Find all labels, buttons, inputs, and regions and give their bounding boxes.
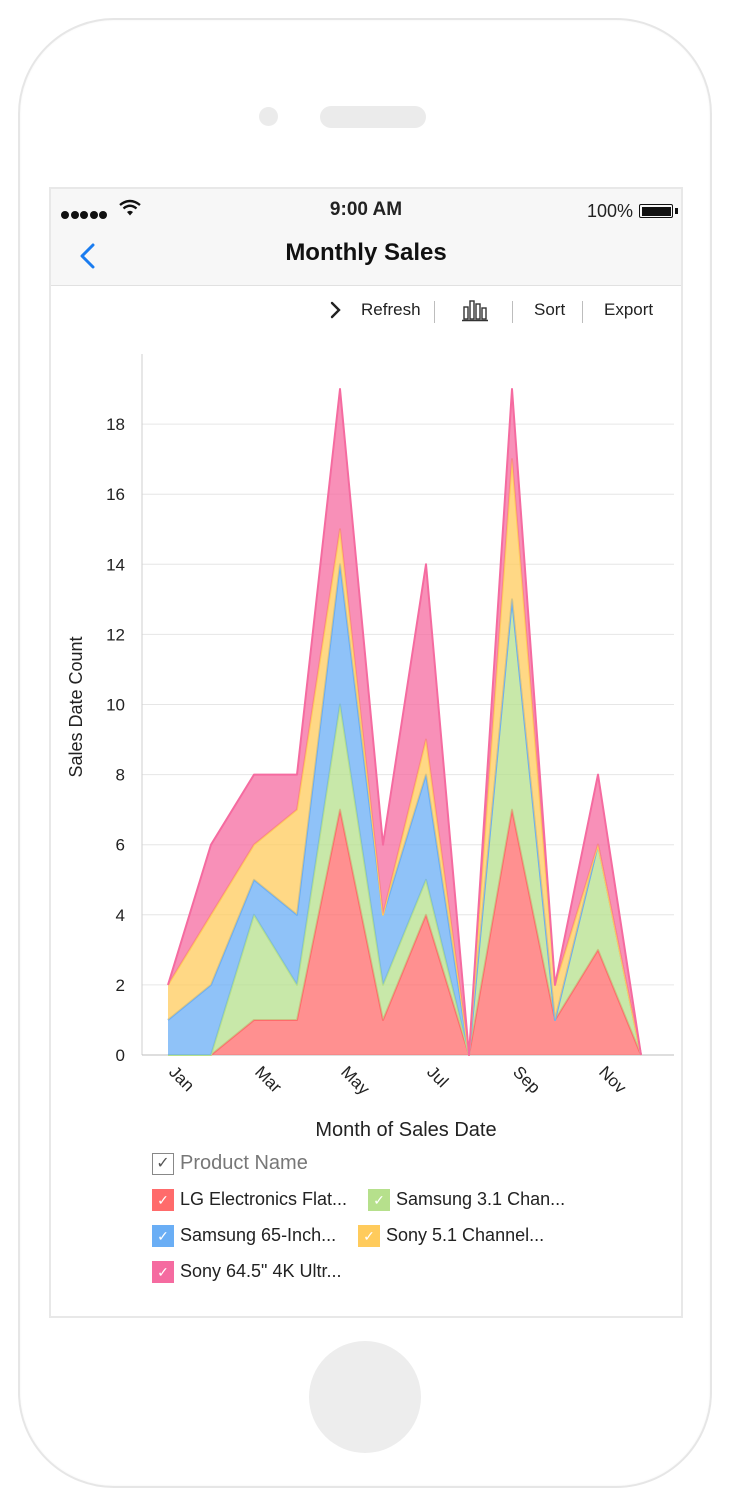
legend-item-label: Samsung 65-Inch... — [180, 1225, 337, 1245]
legend-item[interactable]: ✓ Sony 64.5" 4K Ultr... — [152, 1261, 342, 1284]
y-tick-label: 2 — [116, 976, 125, 995]
legend-swatch-checkbox[interactable]: ✓ — [152, 1189, 174, 1212]
legend-toggle-checkbox[interactable]: ✓ — [152, 1153, 174, 1175]
legend-item[interactable]: ✓ Samsung 3.1 Chan... — [368, 1189, 566, 1212]
battery-icon — [639, 204, 673, 218]
y-tick-label: 16 — [106, 485, 125, 504]
legend-item-label: Sony 5.1 Channel... — [386, 1225, 545, 1245]
legend-item-label: Sony 64.5" 4K Ultr... — [180, 1261, 342, 1281]
x-tick-label: Mar — [251, 1062, 285, 1096]
status-bar: 9:00 AM 100% — [51, 189, 681, 229]
series-area-5 — [168, 389, 641, 1055]
battery-percentage: 100% — [586, 201, 633, 221]
x-axis-label: Month of Sales Date — [315, 1119, 496, 1141]
series-area-3 — [168, 564, 641, 1055]
y-tick-label: 10 — [106, 696, 125, 715]
series-line-3 — [167, 563, 642, 1056]
y-tick-label: 8 — [116, 766, 125, 785]
series-area-4 — [168, 459, 641, 1055]
x-tick-label: Sep — [509, 1062, 544, 1097]
chart-type-icon[interactable] — [461, 297, 489, 323]
legend-swatch-checkbox[interactable]: ✓ — [368, 1189, 390, 1212]
legend-item[interactable]: ✓ Samsung 65-Inch... — [152, 1225, 337, 1248]
phone-speaker — [320, 106, 426, 128]
toolbar-divider — [582, 301, 583, 323]
back-chevron-icon[interactable] — [75, 237, 105, 275]
status-time: 9:00 AM — [329, 199, 403, 220]
phone-camera — [259, 107, 278, 126]
legend-swatch-checkbox[interactable]: ✓ — [358, 1225, 380, 1248]
x-tick-label: May — [337, 1062, 373, 1098]
export-button[interactable]: Export — [604, 300, 654, 319]
y-tick-label: 18 — [106, 415, 125, 434]
signal-icon — [61, 206, 109, 224]
legend-swatch-checkbox[interactable]: ✓ — [152, 1225, 174, 1248]
series-line-5 — [167, 388, 642, 1056]
legend-item-label: Samsung 3.1 Chan... — [396, 1189, 566, 1209]
page-title: Monthly Sales — [285, 239, 447, 266]
y-tick-label: 12 — [106, 625, 125, 644]
y-tick-label: 4 — [116, 906, 125, 925]
chevron-right-icon[interactable] — [329, 300, 343, 320]
home-button[interactable] — [309, 1341, 421, 1453]
toolbar-divider — [434, 301, 435, 323]
wifi-icon — [119, 199, 141, 216]
x-tick-label: Jul — [423, 1062, 452, 1091]
legend-swatch-checkbox[interactable]: ✓ — [152, 1261, 174, 1284]
y-tick-label: 0 — [116, 1046, 125, 1065]
legend-item[interactable]: ✓ Sony 5.1 Channel... — [358, 1225, 545, 1248]
stacked-area-chart: 0 2 4 6 8 10 12 14 16 18 Jan Mar May Jul Sep Nov Month o… — [66, 354, 674, 1141]
x-tick-label: Jan — [165, 1062, 198, 1095]
y-tick-label: 6 — [116, 836, 125, 855]
app-screen: 9:00 AM 100% Monthly Sales Refresh Sort … — [49, 187, 683, 1318]
x-tick-label: Nov — [595, 1062, 630, 1097]
sort-button[interactable]: Sort — [534, 300, 566, 319]
y-tick-label: 14 — [106, 555, 125, 574]
series-area-1 — [168, 809, 641, 1055]
refresh-button[interactable]: Refresh — [361, 300, 421, 319]
toolbar-divider — [512, 301, 513, 323]
legend-title: Product Name — [180, 1152, 308, 1174]
y-axis-label: Sales Date Count — [66, 636, 86, 777]
battery-tip-icon — [675, 208, 678, 214]
legend-item-label: LG Electronics Flat... — [180, 1189, 348, 1209]
legend-item[interactable]: ✓ LG Electronics Flat... — [152, 1189, 348, 1212]
chart-toolbar: Refresh Sort Export — [51, 289, 681, 333]
nav-bar: Monthly Sales — [51, 229, 681, 286]
